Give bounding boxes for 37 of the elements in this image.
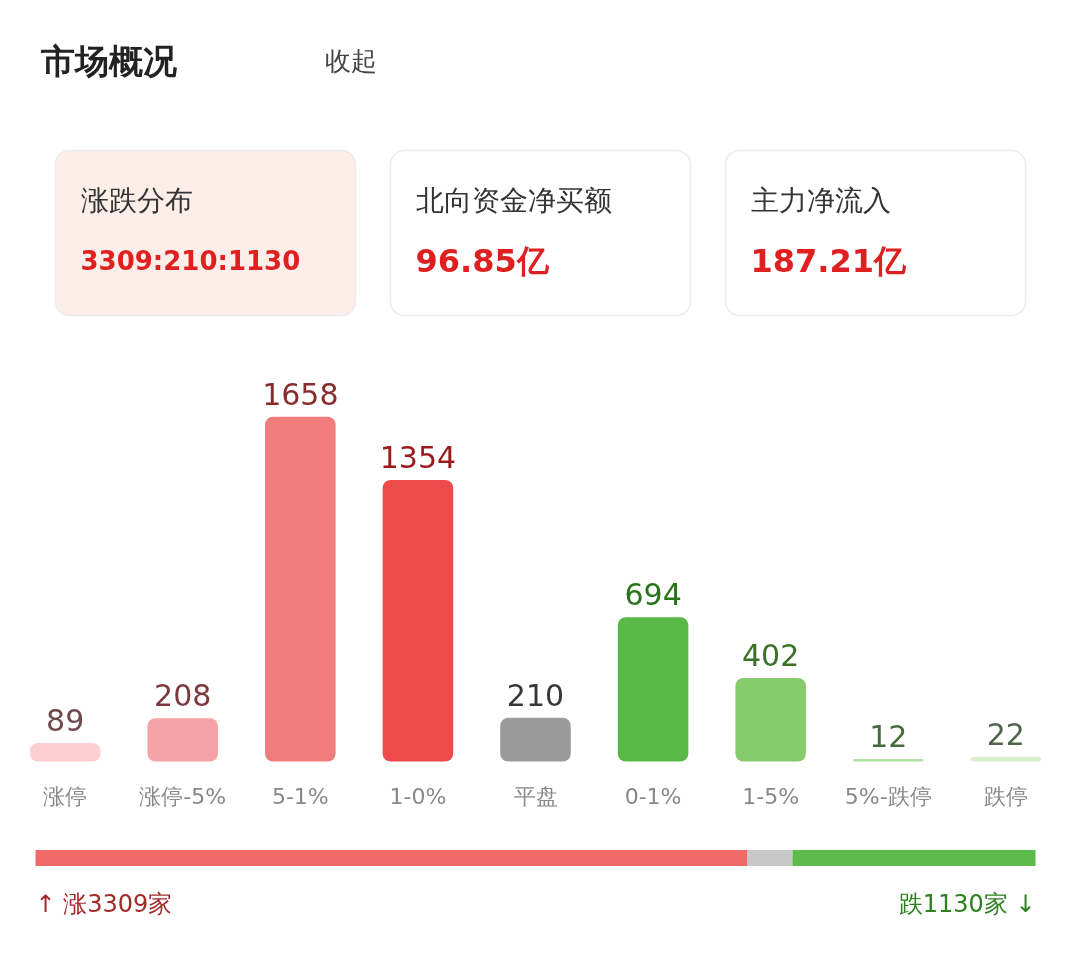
text: 96.85亿 — [415, 241, 550, 280]
x-tick-label: 涨停 — [43, 783, 88, 809]
data-label: 22 — [986, 716, 1025, 752]
x-tick-label: 5-1% — [271, 783, 329, 809]
text: 北向资金净买额 — [415, 184, 612, 217]
bar — [265, 416, 336, 762]
bar — [970, 756, 1042, 762]
bar — [147, 718, 219, 762]
data-label: 694 — [624, 577, 682, 613]
text: 跌1130家 ↓ — [898, 889, 1036, 918]
text: 市场概况 — [39, 40, 178, 81]
bar — [617, 617, 689, 762]
x-tick-label: 跌停 — [983, 783, 1028, 809]
data-label: 402 — [742, 637, 800, 673]
data-label: 12 — [869, 718, 908, 754]
data-label: 1658 — [262, 376, 339, 412]
data-label: 208 — [154, 678, 212, 714]
text: 3309:210:1130 — [80, 245, 301, 276]
text: ↑ 涨3309家 — [35, 889, 173, 918]
bar — [382, 479, 454, 762]
text: 主力净流入 — [750, 184, 891, 217]
x-tick-label: 0-1% — [624, 783, 682, 809]
bar — [500, 717, 571, 762]
x-tick-label: 5%-跌停 — [844, 783, 932, 809]
text: 涨跌分布 — [80, 184, 193, 217]
bar — [735, 677, 806, 762]
text: 收起 — [324, 45, 377, 76]
data-label: 89 — [46, 702, 85, 738]
text: 187.21亿 — [750, 241, 907, 280]
x-tick-label: 1-0% — [389, 783, 447, 809]
bar — [29, 743, 101, 762]
data-label: 1354 — [379, 439, 457, 475]
x-tick-label: 涨停-5% — [139, 783, 227, 809]
bar — [852, 759, 924, 762]
data-label: 210 — [506, 677, 565, 713]
x-tick-label: 1-5% — [742, 783, 800, 809]
x-tick-label: 平盘 — [513, 783, 558, 809]
